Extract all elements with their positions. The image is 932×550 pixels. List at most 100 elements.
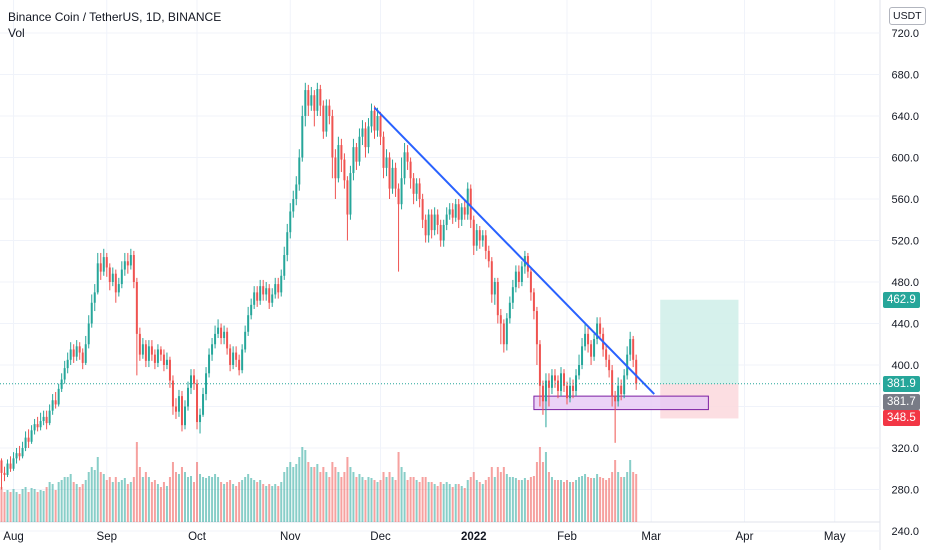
volume-bar [60,480,63,522]
candle-body [168,359,171,381]
symbol-title[interactable]: Binance Coin / TetherUS, 1D, BINANCE [8,10,222,24]
candle-body [457,204,460,220]
candle-body [177,396,180,412]
volume-bar [313,467,316,522]
candle-body [69,349,72,360]
volume-bar [529,477,532,522]
volume-bar [496,467,499,522]
candle-body [475,230,478,246]
candle-body [153,354,156,363]
volume-bar [415,480,418,522]
volume-indicator-label[interactable]: Vol [8,26,25,40]
candle-body [436,214,439,225]
candle-body [108,267,111,282]
target-zone[interactable] [660,299,739,384]
candle-body [430,214,433,231]
volume-bar [433,484,436,522]
volume-bar [24,487,27,522]
volume-bar [337,472,340,522]
volume-bar [241,480,244,522]
candle-body [412,178,415,194]
volume-bar [304,450,307,522]
volume-bar [15,492,18,522]
volume-bar [33,489,36,522]
candle-body [442,224,445,241]
volume-bar [51,484,54,522]
candle-body [280,275,283,293]
volume-bar [12,489,15,522]
candle-body [469,188,472,220]
candle-body [159,349,162,355]
volume-bar [445,482,448,522]
volume-bar [108,477,111,522]
candle-body [247,315,250,332]
volume-bar [373,480,376,522]
volume-bar [250,478,253,522]
trendline[interactable] [373,107,655,395]
candle-body [120,269,123,285]
candle-body [0,460,3,473]
candle-body [99,263,102,272]
volume-bar [376,482,379,522]
candle-body [190,375,193,388]
volume-bar [138,467,141,522]
y-tick-label: 680.0 [891,70,919,82]
volume-bar [208,476,211,522]
volume-bar [325,472,328,522]
candle-body [394,167,397,189]
volume-bar [490,467,493,522]
volume-bar [331,462,334,522]
candle-body [144,344,147,361]
volume-bar [526,480,529,522]
candle-body [54,400,57,405]
candle-body [24,437,27,448]
candle-body [535,311,538,345]
volume-bar [493,477,496,522]
volume-bar [6,490,9,522]
candle-body [45,416,48,424]
volume-bar [126,484,129,522]
candle-body [541,385,544,402]
volume-bar [168,477,171,522]
volume-bar [81,484,84,522]
volume-bar [397,452,400,522]
volume-bar [611,472,614,522]
candle-body [9,463,12,469]
candle-body [361,128,364,137]
volume-bar [214,474,217,522]
currency-selector[interactable]: USDT [889,7,926,25]
volume-bar [556,480,559,522]
candle-body [229,348,232,365]
volume-bar [235,486,238,522]
volume-bar [478,482,481,522]
candle-body [235,352,238,360]
candle-body [283,255,286,276]
x-tick-label: Nov [280,531,301,543]
candle-body [382,136,385,168]
candle-body [66,359,69,369]
candle-body [632,339,635,360]
volume-bar [370,478,373,522]
candle-body [286,232,289,256]
candle-body [559,373,562,391]
candle-body [376,116,379,131]
volume-bar [180,467,183,522]
candle-body [307,90,310,106]
y-tick-label: 320.0 [891,443,919,455]
candle-body [316,89,319,111]
candle-body [84,344,87,363]
candle-body [439,224,442,241]
volume-bar [379,480,382,522]
volume-bar [292,467,295,522]
x-tick-label: Sep [97,531,117,543]
volume-bar [614,460,617,522]
volume-bar [18,494,21,522]
volume-bar [578,477,581,522]
candle-body [334,157,337,179]
candle-body [21,448,24,457]
candle-body [433,214,436,231]
volume-bar [550,477,553,522]
candle-body [575,375,578,391]
volume-bar [205,478,208,522]
